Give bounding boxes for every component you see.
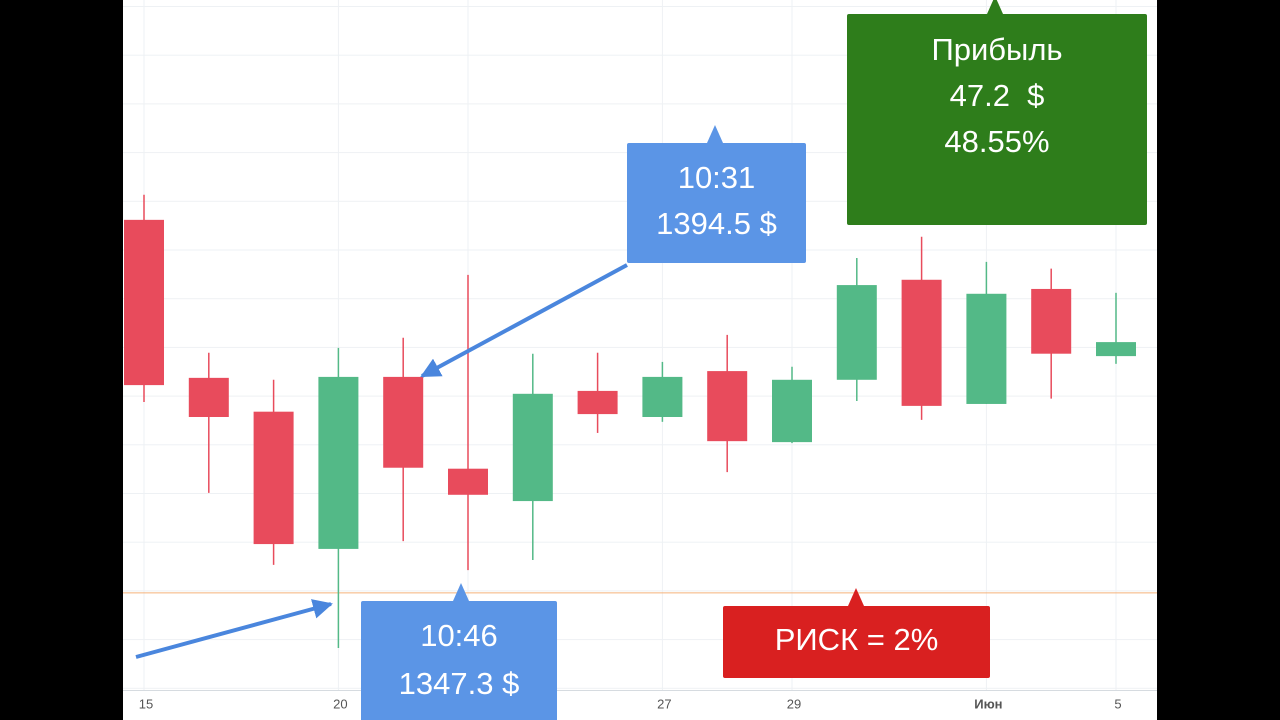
candle-body [772,379,812,443]
x-tick-label: Июн [974,696,1002,711]
callout-text: 10:31 [678,160,756,195]
callout-pointer [848,588,864,606]
candle-body [318,376,359,549]
callout-text: 1347.3 $ [399,666,520,701]
x-tick-label: 20 [333,696,347,711]
candle-body [253,411,294,545]
candle-body [642,376,683,417]
callout-text: 47.2 $ [950,78,1045,113]
callout-pointer [987,0,1003,14]
candle-body [383,376,424,468]
candle-body [1096,342,1136,357]
callout-box [723,606,990,678]
callout-box [627,143,806,263]
callout-pointer [707,125,723,143]
x-tick-label: 29 [787,696,801,711]
callout-text: Прибыль [931,32,1062,67]
callout-box [847,14,1147,225]
callout-text: 1394.5 $ [656,206,777,241]
candle-body [707,371,748,442]
callout-text: РИСК = 2% [775,622,939,657]
candle-body [124,219,164,386]
candle-body [448,468,488,495]
candle-body [188,377,229,417]
arrow [420,263,628,378]
x-tick-label: 5 [1114,696,1121,711]
x-tick-label: 27 [657,696,671,711]
candle-body [901,279,942,406]
callout-box [361,601,557,720]
callout-text: 48.55% [944,124,1049,159]
x-tick-label: 15 [139,696,153,711]
candle-body [1031,288,1072,354]
candle-body [577,390,618,415]
candle-body [966,293,1007,404]
callout-pointer [453,583,469,601]
candle-body [512,393,553,502]
candle-body [836,285,877,380]
callout-text: 10:46 [420,618,498,653]
arrow [135,599,333,659]
